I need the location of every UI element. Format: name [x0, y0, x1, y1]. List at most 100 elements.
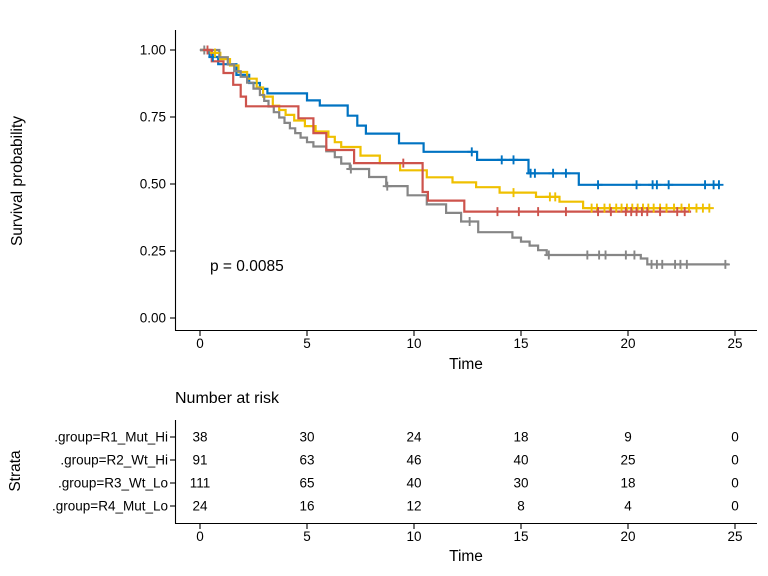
risk-count: 40 [513, 453, 528, 468]
risk-count: 91 [192, 453, 207, 468]
risk-count: 12 [406, 499, 421, 514]
risk-count: 63 [299, 453, 314, 468]
censor-mark-group-r4-mut-lo [202, 45, 212, 55]
censor-mark-group-r1-mut-hi [652, 180, 662, 190]
risk-count: 30 [513, 476, 528, 491]
y-axis-title: Survival probability [9, 116, 26, 246]
censor-mark-group-r1-mut-hi [530, 168, 540, 178]
y-tick-label: 1.00 [140, 43, 166, 58]
strata-axis-title: Strata [7, 450, 24, 492]
censor-mark-group-r1-mut-hi [664, 180, 674, 190]
table-x-tick-label: 15 [513, 529, 528, 544]
risk-table-row-group-r1-mut-hi: .group=R1_Mut_Hi 38 30 24 18 9 0 [54, 430, 738, 445]
censor-mark-group-r3-wt-lo [621, 250, 631, 260]
censor-mark-group-r3-wt-lo [544, 250, 554, 260]
censor-mark-group-r4-mut-lo [680, 207, 690, 217]
censor-mark-group-r1-mut-hi [714, 180, 724, 190]
strata-label: .group=R3_Wt_Lo [58, 476, 168, 491]
censor-mark-group-r1-mut-hi [593, 180, 603, 190]
censor-marks [199, 45, 730, 269]
censor-mark-group-r3-wt-lo [601, 250, 611, 260]
censor-mark-group-r2-wt-hi [704, 203, 714, 213]
strata-label: .group=R2_Wt_Hi [60, 453, 168, 468]
censor-mark-group-r4-mut-lo [642, 207, 652, 217]
risk-count: 18 [620, 476, 635, 491]
y-tick-label: 0.00 [140, 311, 166, 326]
y-tick-label: 0.75 [140, 110, 166, 125]
censor-mark-group-r1-mut-hi [467, 147, 477, 157]
table-x-tick-label: 5 [303, 529, 311, 544]
table-x-tick-label: 25 [727, 529, 742, 544]
risk-count: 4 [624, 499, 632, 514]
censor-mark-group-r3-wt-lo [382, 181, 392, 191]
risk-count: 65 [299, 476, 314, 491]
x-axis-title: Time [449, 356, 483, 373]
x-tick-label: 20 [620, 336, 635, 351]
main-y-ticks: 1.00 0.75 0.50 0.25 0.00 [140, 43, 175, 326]
risk-count: 16 [299, 499, 314, 514]
risk-count: 24 [192, 499, 208, 514]
censor-mark-group-r1-mut-hi [548, 168, 558, 178]
y-tick-label: 0.50 [140, 177, 166, 192]
risk-table-title: Number at risk [175, 390, 280, 407]
risk-count: 0 [731, 499, 739, 514]
risk-count: 111 [190, 476, 211, 491]
censor-mark-group-r4-mut-lo [492, 207, 502, 217]
strata-label: .group=R4_Mut_Lo [52, 499, 168, 514]
censor-mark-group-r3-wt-lo [720, 259, 730, 269]
risk-count: 38 [192, 430, 207, 445]
x-tick-label: 25 [727, 336, 742, 351]
risk-count: 0 [731, 453, 739, 468]
main-plot: 1.00 0.75 0.50 0.25 0.00 0 5 10 15 20 25 Survival… [9, 30, 757, 373]
censor-mark-group-r1-mut-hi [497, 155, 507, 165]
survival-curve-group-r1-mut-hi [200, 48, 719, 186]
censor-mark-group-r2-wt-hi [210, 48, 220, 58]
risk-count: 30 [299, 430, 314, 445]
risk-table-row-group-r3-wt-lo: .group=R3_Wt_Lo 111 65 40 30 18 0 [58, 476, 739, 491]
censor-mark-group-r4-mut-lo [606, 207, 616, 217]
censor-mark-group-r4-mut-lo [514, 207, 524, 217]
censor-mark-group-r1-mut-hi [561, 168, 571, 178]
censor-mark-group-r4-mut-lo [655, 207, 665, 217]
p-value-label: p = 0.0085 [210, 258, 284, 275]
risk-count: 24 [406, 430, 422, 445]
risk-count: 40 [406, 476, 421, 491]
censor-mark-group-r4-mut-lo [398, 158, 408, 168]
survival-curves [200, 48, 729, 266]
censor-mark-group-r4-mut-lo [561, 207, 571, 217]
table-x-tick-label: 10 [406, 529, 421, 544]
x-tick-label: 5 [303, 336, 311, 351]
risk-count: 0 [731, 430, 739, 445]
censor-mark-group-r3-wt-lo [582, 250, 592, 260]
risk-count: 25 [620, 453, 635, 468]
censor-mark-group-r3-wt-lo [657, 259, 667, 269]
risk-count: 8 [517, 499, 525, 514]
risk-count: 0 [731, 476, 739, 491]
risk-count: 18 [513, 430, 528, 445]
risk-table-row-group-r2-wt-hi: .group=R2_Wt_Hi 91 63 46 40 25 0 [60, 453, 738, 468]
censor-mark-group-r2-wt-hi [550, 192, 560, 202]
censor-mark-group-r2-wt-hi [509, 188, 519, 198]
censor-mark-group-r3-wt-lo [629, 250, 639, 260]
x-tick-label: 0 [196, 336, 204, 351]
risk-table-x-ticks: 0 5 10 15 20 25 [196, 524, 743, 544]
risk-table-rows: .group=R1_Mut_Hi 38 30 24 18 9 0.group=R2_Wt_H… [52, 430, 739, 514]
table-x-tick-label: 20 [620, 529, 635, 544]
risk-table-x-axis-title: Time [449, 548, 483, 565]
strata-label: .group=R1_Mut_Hi [54, 430, 168, 445]
censor-mark-group-r3-wt-lo [682, 259, 692, 269]
censor-mark-group-r1-mut-hi [632, 180, 642, 190]
censor-mark-group-r4-mut-lo [593, 207, 603, 217]
y-tick-label: 0.25 [140, 244, 166, 259]
survival-curve-group-r4-mut-lo [200, 48, 692, 213]
survival-curve-group-r2-wt-hi [200, 48, 710, 210]
censor-mark-group-r3-wt-lo [465, 217, 475, 227]
x-tick-label: 10 [406, 336, 421, 351]
main-x-ticks: 0 5 10 15 20 25 [196, 331, 743, 351]
censor-mark-group-r3-wt-lo [346, 164, 356, 174]
censor-mark-group-r4-mut-lo [533, 207, 543, 217]
censor-mark-group-r1-mut-hi [700, 180, 710, 190]
risk-count: 46 [406, 453, 421, 468]
